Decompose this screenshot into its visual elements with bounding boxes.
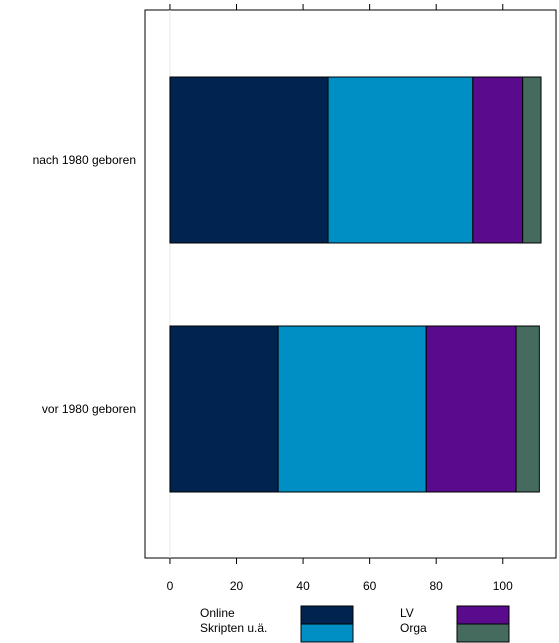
x-tick-label: 100: [493, 579, 513, 593]
x-tick-label: 80: [430, 579, 444, 593]
x-tick-label: 60: [363, 579, 377, 593]
legend-label-online: Online: [200, 606, 235, 620]
legend-swatch-skripten-u-: [300, 623, 354, 643]
bar-online-2: [169, 325, 279, 493]
bar-orga-2: [515, 325, 540, 493]
bar-orga-1: [522, 76, 542, 244]
bar-lv-2: [425, 325, 517, 493]
category-label: vor 1980 geboren: [42, 402, 136, 416]
legend-label-lv: LV: [400, 606, 414, 620]
bar-skripten-u--1: [327, 76, 474, 244]
x-tick-label: 40: [296, 579, 310, 593]
legend-label-skripten-u-: Skripten u.ä.: [200, 621, 267, 635]
bar-online-1: [169, 76, 329, 244]
x-tick-label: 0: [167, 579, 174, 593]
legend-label-orga: Orga: [400, 621, 427, 635]
bar-lv-1: [472, 76, 524, 244]
x-tick-label: 20: [230, 579, 244, 593]
legend-swatch-orga: [456, 623, 510, 643]
legend-swatch-lv: [456, 605, 510, 625]
bar-skripten-u--2: [277, 325, 427, 493]
legend-swatch-online: [300, 605, 354, 625]
category-label: nach 1980 geboren: [33, 153, 136, 167]
